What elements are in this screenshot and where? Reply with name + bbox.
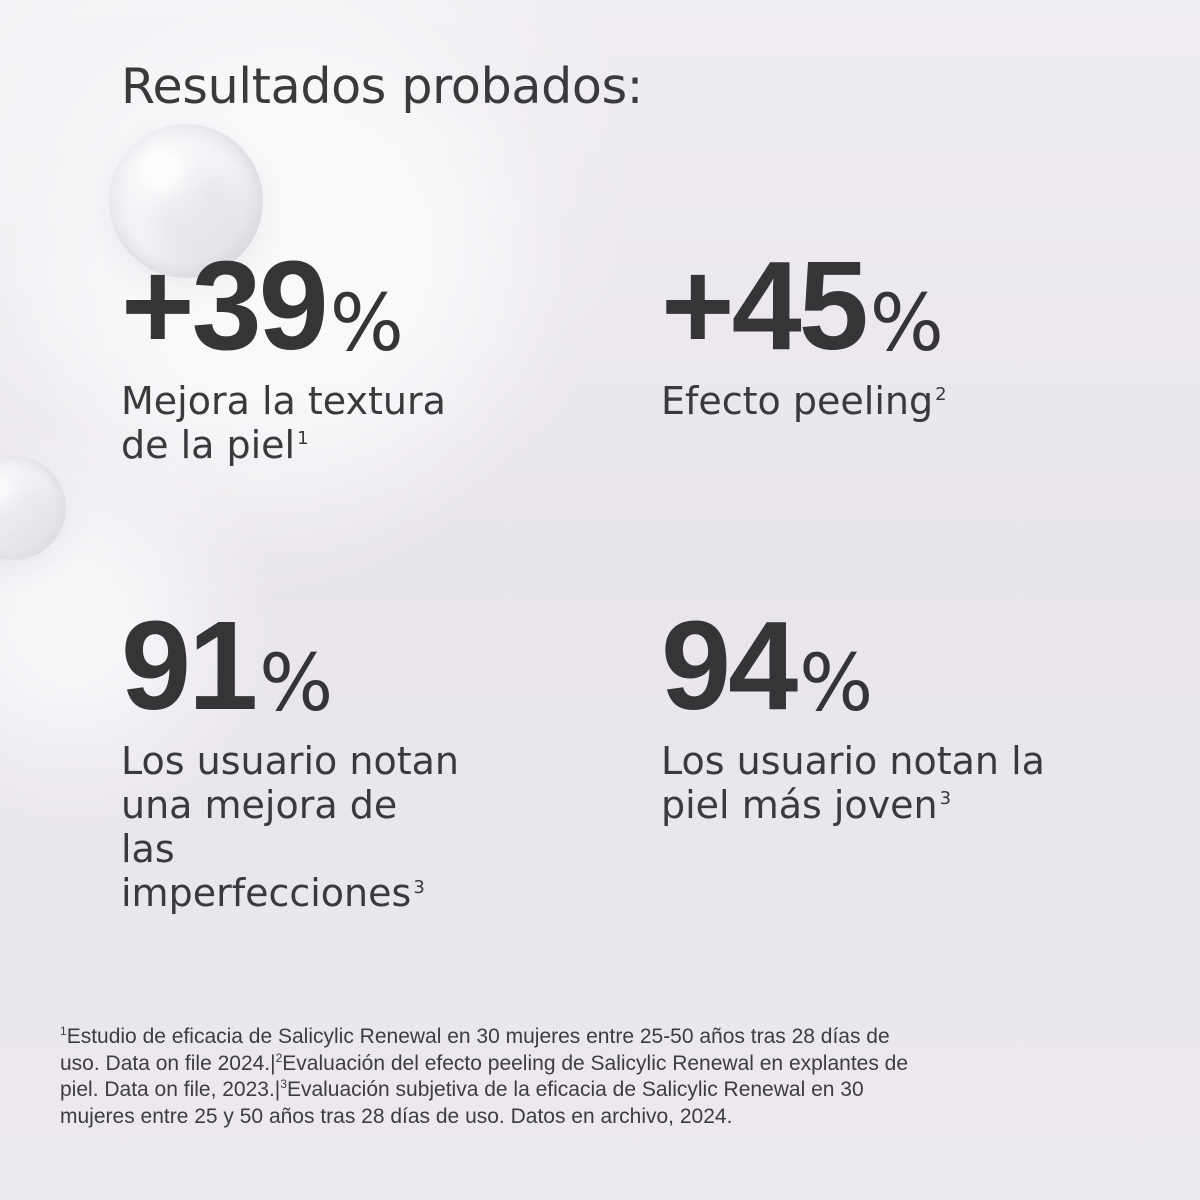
percent-sign: %	[259, 639, 334, 729]
page-title: Resultados probados:	[121, 58, 644, 115]
stat-value: +39 %	[121, 243, 541, 369]
stat-number: +45	[661, 235, 869, 376]
stat-value: 94 %	[661, 603, 1091, 729]
stat-number: +39	[121, 235, 329, 376]
footnote-line: mujeres entre 25 y 50 años tras 28 días …	[60, 1104, 733, 1128]
footnote-line: uso. Data on file 2024.|2Evaluación del …	[60, 1051, 1145, 1078]
footnote-number: 1	[60, 1024, 67, 1038]
description-line: de la piel 1	[121, 423, 541, 467]
water-droplet-image	[109, 124, 263, 278]
description-line: imperfecciones 3	[121, 871, 541, 915]
stat-texture: +39 % Mejora la textura de la piel 1	[121, 243, 541, 468]
stat-value: 91 %	[121, 603, 541, 729]
percent-sign: %	[869, 279, 944, 369]
stat-value: +45 %	[661, 243, 1081, 369]
description-line: una mejora de	[121, 783, 398, 828]
footnote-text: Evaluación subjetiva de la eficacia de S…	[286, 1078, 864, 1102]
percent-sign: %	[799, 639, 874, 729]
footnote-text: uso. Data on file 2024.|	[60, 1051, 276, 1075]
stat-description: Mejora la textura de la piel 1	[121, 379, 541, 467]
footnote-reference: 2	[935, 384, 947, 406]
footnote-number: 3	[280, 1077, 287, 1092]
stat-description: Los usuario notan una mejora de las impe…	[121, 739, 541, 915]
stat-peeling: +45 % Efecto peeling 2	[661, 243, 1081, 424]
description-text: imperfecciones	[121, 871, 412, 916]
stat-imperfections: 91 % Los usuario notan una mejora de las…	[121, 603, 541, 916]
description-line: Mejora la textura	[121, 379, 446, 423]
description-line: las	[121, 827, 175, 872]
footnote-reference: 1	[297, 428, 309, 450]
stat-description: Efecto peeling 2	[661, 379, 1081, 423]
percent-sign: %	[329, 279, 404, 369]
stat-younger-skin: 94 % Los usuario notan la piel más joven…	[661, 603, 1091, 828]
stat-number: 94	[661, 595, 798, 736]
description-line: Los usuario notan	[121, 739, 459, 783]
description-text: piel más joven	[661, 783, 938, 828]
footnote-line: 1Estudio de eficacia de Salicylic Renewa…	[60, 1024, 1145, 1051]
footnote-line: piel. Data on file, 2023.|3Evaluación su…	[60, 1077, 1145, 1104]
footnotes: 1Estudio de eficacia de Salicylic Renewa…	[60, 1024, 1145, 1131]
footnote-reference: 3	[413, 876, 425, 898]
description-line: Los usuario notan la	[661, 739, 1045, 783]
description-line: Efecto peeling 2	[661, 379, 1081, 423]
footnote-text: Estudio de eficacia de Salicylic Renewal…	[66, 1025, 890, 1048]
description-line: piel más joven 3	[661, 783, 1091, 827]
footnote-text: piel. Data on file, 2023.|	[60, 1078, 281, 1102]
footnote-number: 2	[275, 1050, 283, 1065]
description-text: Efecto peeling	[661, 379, 934, 423]
stat-number: 91	[121, 595, 258, 736]
description-text: de la piel	[121, 423, 296, 468]
footnote-text: Evaluación del efecto peeling de Salicyl…	[282, 1051, 909, 1075]
stat-description: Los usuario notan la piel más joven 3	[661, 739, 1091, 827]
footnote-reference: 3	[939, 788, 952, 810]
